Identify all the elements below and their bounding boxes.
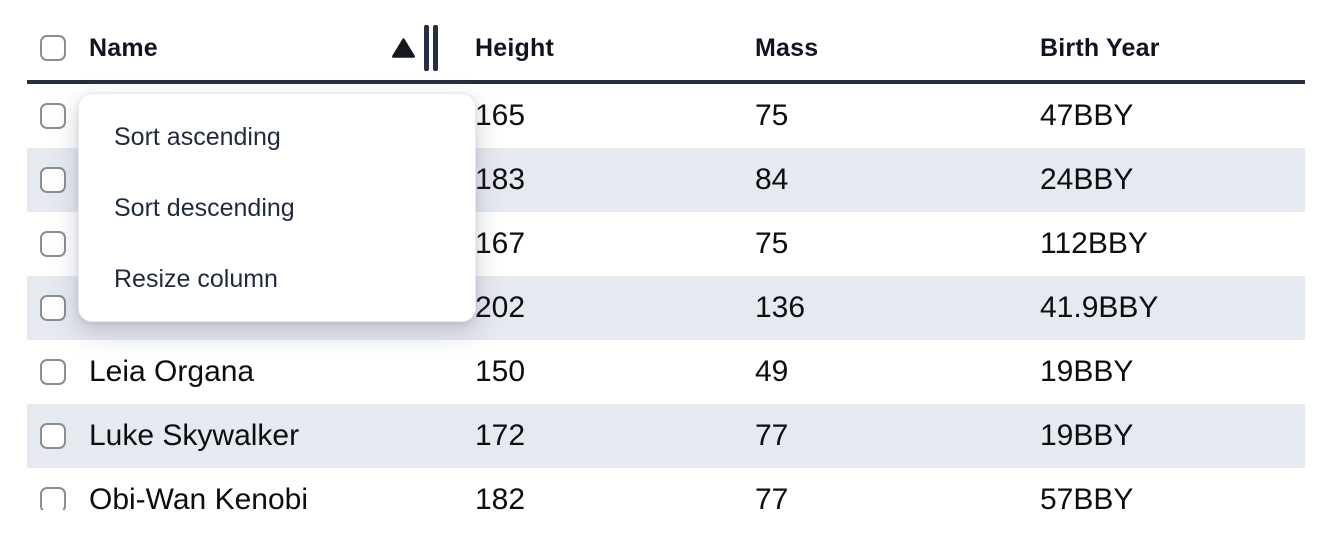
cell-height: 165: [475, 99, 526, 132]
cell-birth-year: 112BBY: [1040, 227, 1148, 260]
table-row: Luke Skywalker 172 77 19BBY: [27, 404, 1305, 468]
cell-mass: 84: [755, 163, 789, 196]
cell-height: 167: [475, 227, 526, 260]
row-checkbox[interactable]: [40, 359, 66, 385]
menu-item-sort-descending[interactable]: Sort descending: [114, 194, 295, 222]
cell-mass: 75: [755, 99, 789, 132]
menu-item-resize-column[interactable]: Resize column: [114, 265, 278, 293]
row-checkbox[interactable]: [40, 167, 66, 193]
cell-mass: 77: [755, 419, 789, 452]
cell-height: 182: [475, 483, 526, 510]
column-header-name[interactable]: Name: [89, 25, 475, 71]
column-header-height[interactable]: Height: [475, 33, 554, 62]
row-checkbox[interactable]: [40, 423, 66, 449]
cell-mass: 49: [755, 355, 789, 388]
cell-mass: 75: [755, 227, 789, 260]
cell-birth-year: 19BBY: [1040, 355, 1134, 388]
menu-item-sort-ascending[interactable]: Sort ascending: [114, 123, 281, 151]
table-row: Obi-Wan Kenobi 182 77 57BBY: [27, 468, 1305, 510]
row-checkbox[interactable]: [40, 295, 66, 321]
column-header-mass[interactable]: Mass: [755, 33, 819, 62]
cell-height: 150: [475, 355, 526, 388]
cell-name: Luke Skywalker: [89, 419, 300, 452]
cell-name: Obi-Wan Kenobi: [89, 483, 308, 510]
cell-birth-year: 57BBY: [1040, 483, 1134, 510]
cell-height: 172: [475, 419, 526, 452]
row-checkbox[interactable]: [40, 487, 66, 510]
column-resize-handle-icon[interactable]: [424, 25, 438, 71]
column-context-menu: Sort ascending Sort descending Resize co…: [78, 93, 476, 322]
cell-birth-year: 41.9BBY: [1040, 291, 1159, 324]
table-row: Leia Organa 150 49 19BBY: [27, 340, 1305, 404]
column-header-name-label: Name: [89, 33, 158, 62]
cell-birth-year: 24BBY: [1040, 163, 1134, 196]
table-header-row: Name Height Mass Birth Year: [27, 0, 1305, 84]
select-all-cell: [27, 35, 89, 61]
row-checkbox[interactable]: [40, 231, 66, 257]
column-header-birth-year[interactable]: Birth Year: [1040, 33, 1160, 62]
sort-ascending-icon: [392, 38, 415, 58]
cell-mass: 136: [755, 291, 806, 324]
cell-birth-year: 47BBY: [1040, 99, 1134, 132]
cell-height: 202: [475, 291, 526, 324]
cell-mass: 77: [755, 483, 789, 510]
cell-name: Leia Organa: [89, 355, 255, 388]
cell-height: 183: [475, 163, 526, 196]
row-checkbox[interactable]: [40, 103, 66, 129]
select-all-checkbox[interactable]: [40, 35, 66, 61]
cell-birth-year: 19BBY: [1040, 419, 1134, 452]
